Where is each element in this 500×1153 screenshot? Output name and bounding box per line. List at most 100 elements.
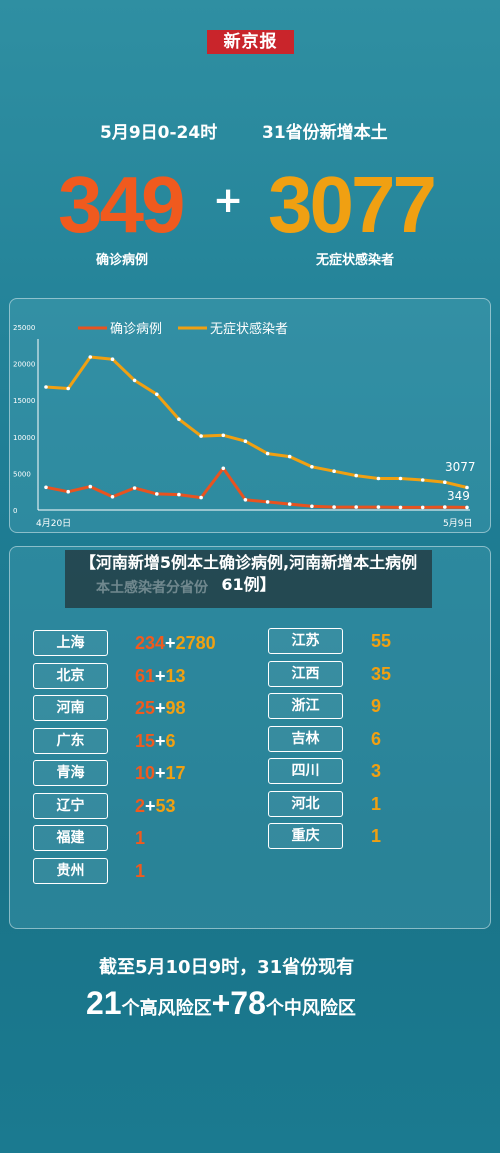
asymptomatic-value: 98 [165, 698, 186, 718]
high-risk-text: 个高风险区 [121, 998, 212, 1019]
province-0-name: 上海 [33, 630, 108, 656]
province-r3-name: 吉林 [268, 725, 343, 752]
data-point [155, 492, 159, 496]
plus-value: + [155, 730, 166, 751]
y-tick-label: 0 [13, 507, 17, 515]
plus-sign: + [213, 180, 244, 221]
confirmed-value: 10 [135, 763, 156, 783]
plus-value: + [155, 763, 166, 783]
asymptomatic-total: 3077 [268, 160, 437, 249]
data-point [354, 505, 359, 509]
chart-panel: 确诊病例 无症状感染者 0 5000 10000 15000 20000 25000 4月… [9, 298, 491, 533]
series-line-0 [45, 466, 468, 509]
series-lines [45, 355, 468, 509]
data-point [132, 486, 137, 490]
data-point [398, 505, 403, 510]
data-point [465, 485, 469, 490]
footer-plus: + [211, 985, 231, 1021]
data-point [265, 500, 270, 504]
province-5-values: 2+53 [135, 793, 176, 819]
data-point [420, 505, 425, 510]
province-r4-name: 四川 [268, 758, 343, 784]
data-point [66, 386, 70, 391]
data-point [243, 498, 248, 502]
province-r2-asymptomatic: 9 [371, 696, 382, 716]
province-r6-name: 重庆 [268, 823, 343, 849]
footer-risk-summary: 21个高风险区+78个中风险区 [86, 985, 356, 1022]
legend-label-asymptomatic: 无症状感染者 [210, 321, 288, 337]
footer-line1: 截至5月10日9时，31省份现有 [99, 957, 355, 978]
province-r5-asymptomatic: 1 [371, 793, 382, 814]
high-risk-count: 21 [86, 985, 122, 1021]
trend-chart: 确诊病例 无症状感染者 0 5000 10000 15000 20000 25000 4月… [13, 321, 476, 529]
data-point [44, 485, 48, 490]
data-point [332, 505, 336, 509]
data-point [221, 466, 226, 471]
province-r0-name: 江苏 [268, 628, 343, 654]
data-point [376, 476, 381, 481]
headline-scope: 31省份新增本土 [262, 123, 388, 143]
legend-label-confirmed: 确诊病例 [110, 322, 162, 337]
data-point [88, 355, 93, 359]
province-7-name: 贵州 [33, 857, 108, 884]
asymptomatic-value: 6 [165, 730, 176, 751]
x-label-end: 5月9日 [443, 518, 472, 529]
data-point [265, 451, 270, 456]
plus-value: + [145, 795, 156, 816]
y-tick-labels: 0 5000 10000 15000 20000 25000 [13, 324, 35, 515]
province-6-values: 1 [135, 825, 145, 851]
mid-risk-text: 个中风险区 [265, 998, 356, 1019]
asymptomatic-value: 13 [165, 665, 186, 686]
y-tick-label: 15000 [13, 397, 35, 405]
province-4-values: 10+17 [135, 760, 186, 786]
plus-value: + [155, 698, 166, 718]
panel-title-background [65, 550, 432, 608]
asymptomatic-label: 无症状感染者 [316, 253, 395, 268]
province-r0-asymptomatic: 55 [371, 631, 392, 651]
province-panel [9, 546, 491, 929]
data-point [332, 469, 336, 473]
data-point [465, 505, 469, 510]
end-label-asymptomatic: 3077 [445, 460, 476, 474]
data-point [287, 502, 292, 506]
data-point [420, 478, 425, 482]
x-label-start: 4月20日 [36, 518, 71, 529]
province-r1-name: 江西 [268, 660, 343, 687]
province-0-values: 234+2780 [135, 630, 216, 656]
confirmed-label: 确诊病例 [96, 253, 149, 268]
data-point [287, 454, 292, 459]
y-tick-label: 20000 [13, 361, 35, 369]
data-point [376, 505, 381, 509]
data-point [155, 392, 159, 397]
y-tick-label: 25000 [13, 324, 35, 332]
province-r5-name: 河北 [268, 790, 343, 817]
asymptomatic-value: 17 [165, 763, 186, 783]
province-r3-asymptomatic: 6 [371, 728, 382, 749]
series-line-1 [45, 355, 468, 489]
confirmed-value: 15 [135, 730, 156, 751]
province-6-name: 福建 [33, 825, 108, 851]
plus-value: + [155, 665, 166, 686]
data-point [88, 484, 93, 489]
confirmed-value: 1 [135, 860, 146, 881]
province-2-name: 河南 [33, 695, 108, 721]
data-point [310, 465, 314, 469]
data-point [177, 492, 181, 497]
confirmed-value: 25 [135, 698, 156, 718]
province-3-values: 15+6 [135, 728, 176, 754]
province-r2-name: 浙江 [268, 693, 343, 719]
panel-subtitle: 本土感染者分省份 [96, 580, 208, 596]
data-point [132, 378, 137, 383]
y-tick-label: 10000 [13, 434, 35, 442]
confirmed-value: 1 [135, 828, 146, 848]
data-point [177, 417, 181, 421]
asymptomatic-value: 2780 [175, 633, 216, 653]
confirmed-total: 349 [58, 160, 185, 249]
headline-date: 5月9日0-24时 [100, 123, 218, 143]
asymptomatic-value: 53 [155, 795, 176, 816]
end-label-confirmed: 349 [447, 489, 470, 503]
province-r6-asymptomatic: 1 [371, 826, 382, 846]
chart-legend: 确诊病例 无症状感染者 [78, 321, 288, 337]
province-2-values: 25+98 [135, 695, 186, 721]
province-1-name: 北京 [33, 662, 108, 689]
